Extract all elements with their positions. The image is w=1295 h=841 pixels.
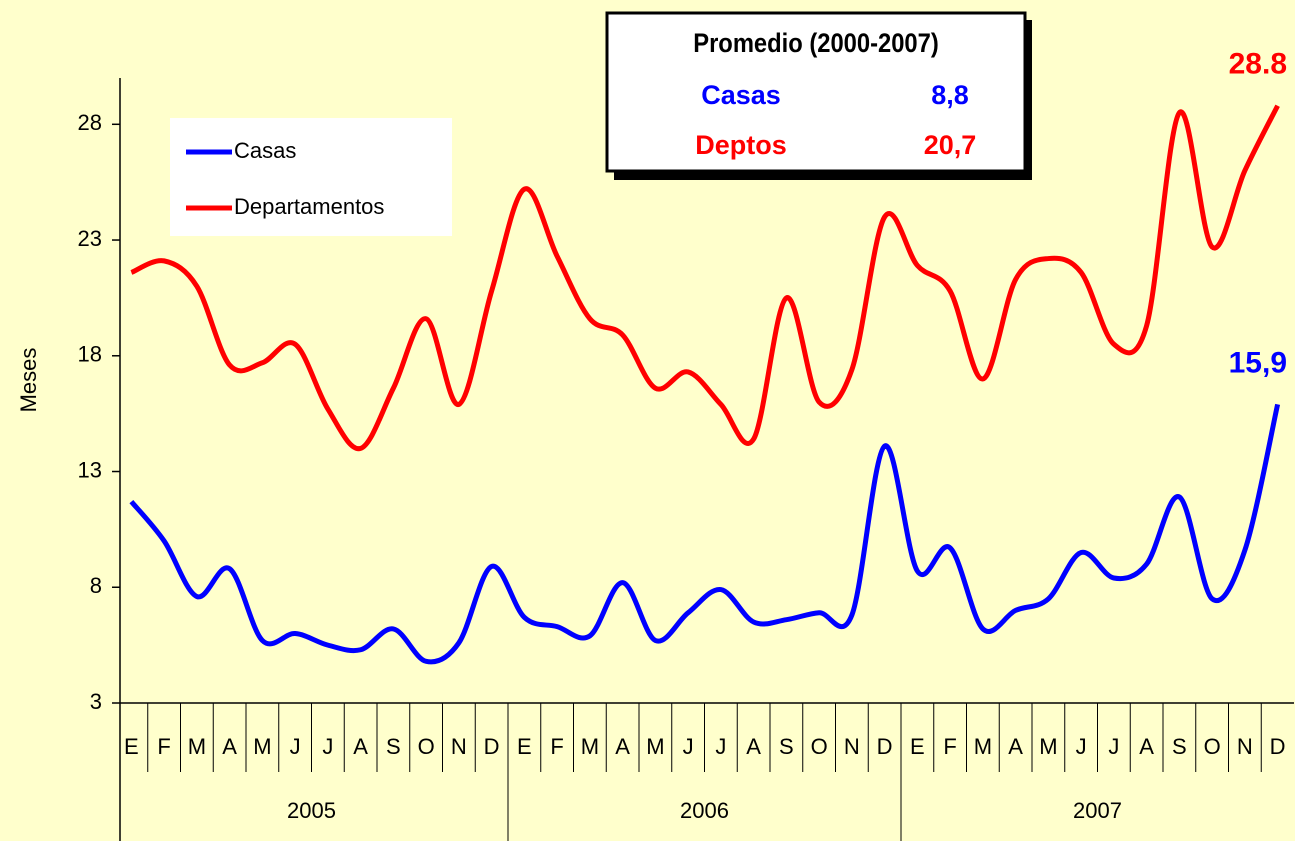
x-tick-label: E [517,734,532,759]
x-tick-label: J [1076,734,1087,759]
x-tick-label: A [615,734,630,759]
x-tick-label: A [1008,734,1023,759]
x-tick-label: N [844,734,860,759]
group-label: 2007 [1073,798,1122,823]
y-tick-label: 23 [78,226,102,251]
x-tick-label: A [222,734,237,759]
x-tick-label: M [253,734,271,759]
x-tick-label: S [1172,734,1187,759]
y-tick-label: 28 [78,110,102,135]
x-tick-label: O [1204,734,1221,759]
y-axis-label: Meses [16,348,41,413]
x-tick-label: S [386,734,401,759]
x-tick-label: M [646,734,664,759]
x-tick-label: M [974,734,992,759]
legend-label: Casas [234,138,296,163]
x-tick-label: S [779,734,794,759]
y-tick-label: 3 [90,689,102,714]
x-tick-label: M [188,734,206,759]
x-tick-label: O [811,734,828,759]
x-tick-label: J [683,734,694,759]
x-tick-label: J [715,734,726,759]
y-tick-label: 8 [90,573,102,598]
x-tick-label: A [746,734,761,759]
x-tick-label: F [157,734,170,759]
x-tick-label: F [943,734,956,759]
summary-row-value: 8,8 [931,80,969,110]
legend-box [170,118,452,236]
summary-row-value: 20,7 [924,130,977,160]
x-tick-label: A [353,734,368,759]
end-label: 28.8 [1229,48,1287,81]
x-tick-label: E [910,734,925,759]
summary-title: Promedio (2000-2007) [693,29,939,59]
x-tick-label: M [1039,734,1057,759]
y-tick-label: 18 [78,342,102,367]
legend-label: Departamentos [234,194,384,219]
x-tick-label: M [581,734,599,759]
x-tick-label: J [1108,734,1119,759]
x-tick-label: D [1270,734,1286,759]
summary-box [605,11,1027,173]
y-tick-label: 13 [78,457,102,482]
x-tick-label: D [877,734,893,759]
x-tick-label: N [1237,734,1253,759]
summary-row-label: Deptos [695,130,787,160]
series-line [130,104,1280,451]
group-label: 2006 [680,798,729,823]
x-tick-label: N [451,734,467,759]
x-tick-label: E [124,734,139,759]
group-label: 2005 [287,798,336,823]
end-label: 15,9 [1229,346,1287,379]
x-tick-label: O [418,734,435,759]
series-line [129,403,1281,665]
x-tick-label: D [484,734,500,759]
x-tick-label: F [550,734,563,759]
x-tick-label: J [322,734,333,759]
summary-row-label: Casas [701,80,781,110]
x-tick-label: A [1139,734,1154,759]
x-tick-label: J [290,734,301,759]
